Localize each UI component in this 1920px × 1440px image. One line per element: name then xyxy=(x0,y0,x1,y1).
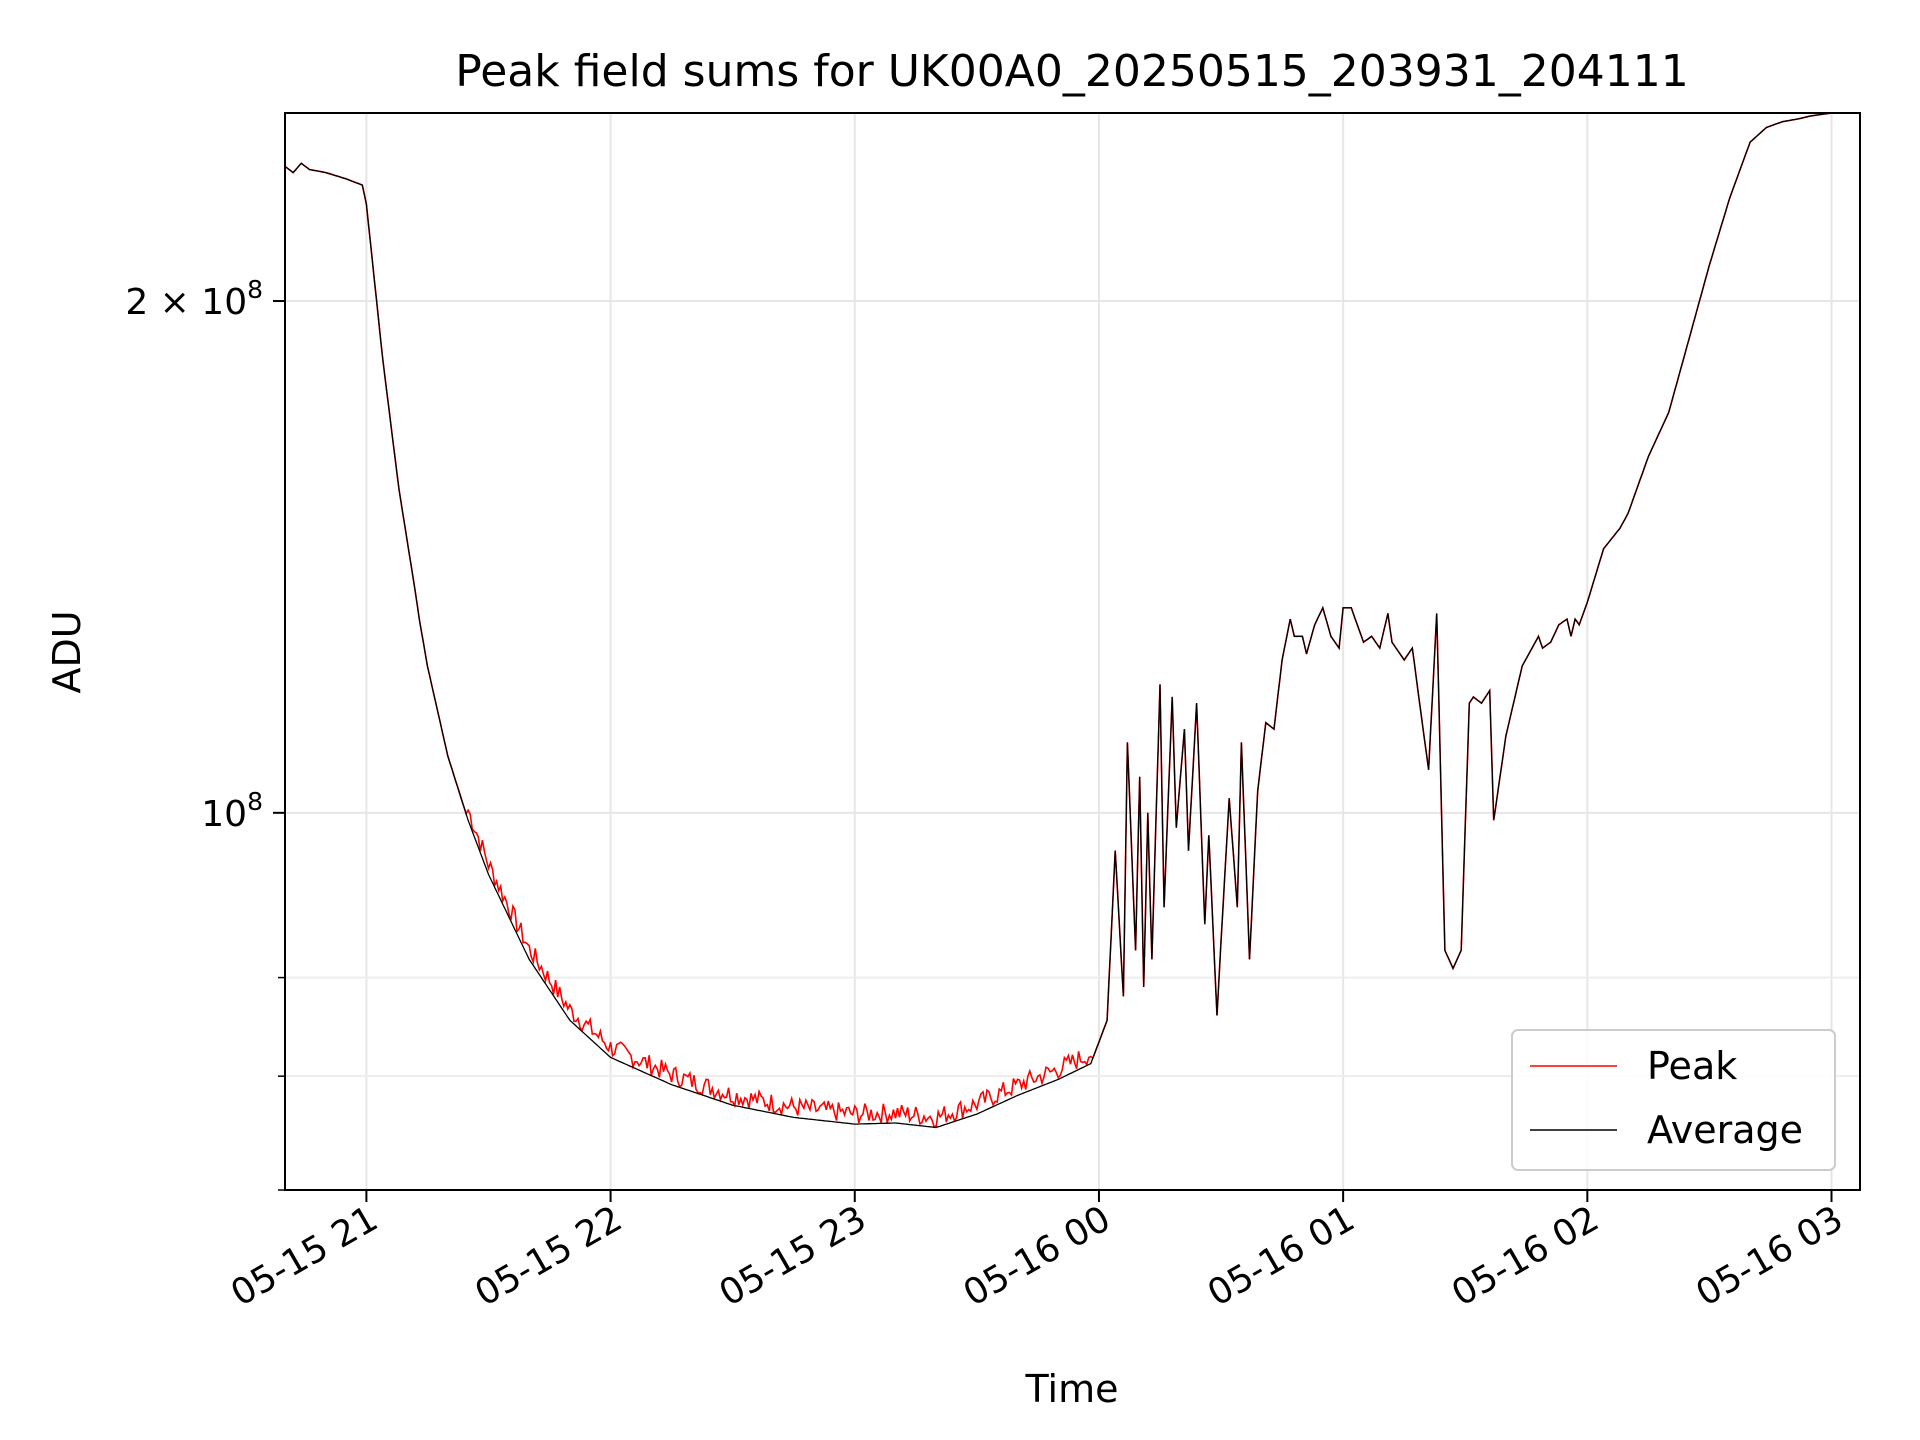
y-tick-label: 108 xyxy=(201,787,263,835)
x-axis-title: Time xyxy=(1025,1367,1119,1411)
chart-title: Peak field sums for UK00A0_20250515_2039… xyxy=(455,46,1688,97)
series-line-average xyxy=(285,113,1860,1129)
legend-label-peak: Peak xyxy=(1647,1044,1737,1088)
y-tick-label: 2 × 108 xyxy=(125,275,263,323)
y-axis: 108 2 × 108 xyxy=(125,275,285,1191)
legend-box xyxy=(1511,1029,1836,1171)
plot-lines xyxy=(285,113,1860,1129)
legend: Peak Average xyxy=(1511,1029,1836,1171)
y-axis-title: ADU xyxy=(45,610,89,693)
legend-label-average: Average xyxy=(1647,1108,1803,1152)
plot-frame xyxy=(284,112,1861,1191)
